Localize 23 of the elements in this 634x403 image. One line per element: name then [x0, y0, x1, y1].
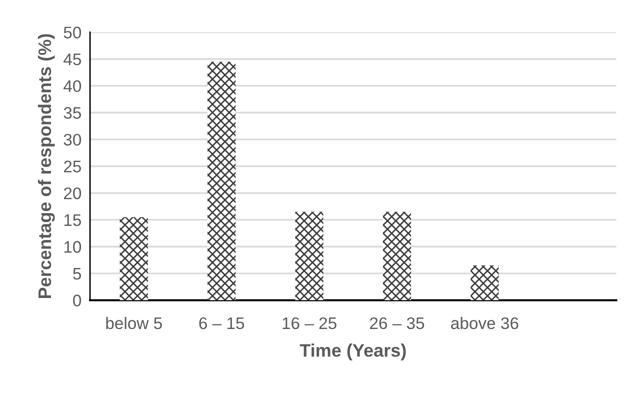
- y-tick-label: 30: [64, 134, 82, 146]
- y-tick-label: 25: [64, 160, 81, 172]
- x-tick-label: below 5: [106, 316, 162, 330]
- y-tick-label: 5: [73, 268, 81, 280]
- y-tick-label: 10: [64, 241, 82, 253]
- x-axis-title: Time (Years): [300, 344, 406, 360]
- y-tick-label: 45: [64, 54, 81, 66]
- y-tick-label: 20: [64, 187, 82, 200]
- x-tick-label: 6 – 15: [199, 317, 244, 330]
- bar: [120, 217, 148, 300]
- bar: [208, 62, 236, 300]
- y-tick-label: 50: [64, 26, 82, 38]
- y-tick-label: 40: [64, 80, 82, 92]
- bar: [295, 212, 324, 300]
- x-tick-label: 26 – 35: [370, 317, 424, 330]
- y-tick-label: 15: [64, 214, 81, 226]
- bar: [470, 265, 499, 300]
- y-tick-label: 35: [64, 107, 81, 119]
- x-tick-label: above 36: [451, 316, 518, 330]
- y-axis-title: Percentage of respondents (%): [38, 34, 55, 298]
- y-tick-label: 0: [73, 294, 82, 306]
- x-tick-label: 16 – 25: [282, 317, 336, 330]
- bar: [382, 212, 412, 300]
